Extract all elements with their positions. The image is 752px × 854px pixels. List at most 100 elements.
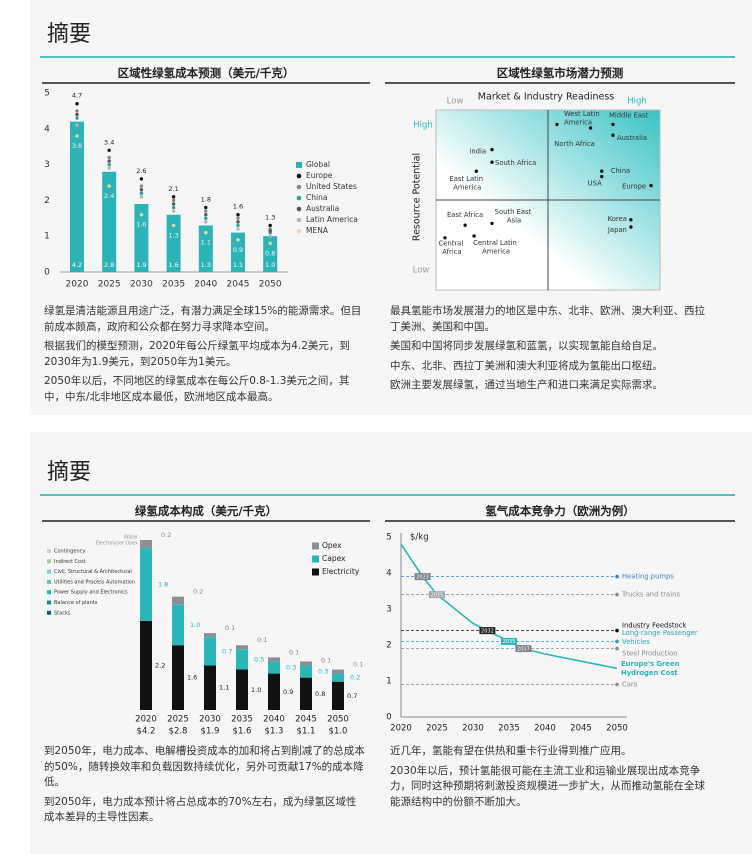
bar-label: 1.3	[201, 261, 211, 269]
dot	[268, 229, 272, 233]
legend-label: Latin America	[306, 215, 358, 224]
point-label: Central Latin America	[473, 239, 519, 256]
segment-label: 1.6	[187, 674, 197, 682]
x-tick-label: 2045	[295, 715, 317, 725]
component-swatch	[47, 549, 51, 553]
rule	[40, 494, 735, 496]
component-swatch	[47, 600, 51, 605]
section-title: 摘要	[47, 460, 92, 485]
paragraph: 到2050年，电力成本、电解槽投资成本的加和将占到削减了的总成本的50%，随转换…	[44, 745, 365, 788]
bar-segment	[268, 673, 280, 710]
threshold-label: Industry Feedstock	[622, 622, 686, 630]
dot-label: 1.6	[136, 221, 146, 229]
dot	[236, 216, 240, 220]
y-tick-label: 0	[44, 268, 50, 278]
bar-label: 1.1	[233, 261, 243, 269]
bar-segment	[140, 620, 152, 710]
bar-segment	[204, 665, 216, 710]
dot-label: 1.1	[201, 239, 211, 247]
total-label: $4.2	[137, 727, 156, 737]
paragraph: 2030年以后，预计氢能很可能在主流工业和运输业展现出成本竞争力，同时这种预期将…	[390, 764, 705, 808]
total-label: $1.0	[329, 727, 348, 737]
axis-title: Resource Potential	[412, 153, 423, 241]
legend-label: United States	[306, 182, 357, 191]
dot	[107, 155, 111, 160]
point	[588, 126, 593, 130]
y-tick-label: 2	[386, 641, 391, 651]
dot-label: 1.3	[265, 213, 275, 221]
bar-segment	[236, 669, 248, 710]
y-tick-label: 3	[386, 605, 391, 615]
y-tick-label: 1	[44, 232, 50, 242]
chart-title: 绿氢成本构成（美元/千克）	[134, 504, 278, 518]
component-swatch	[47, 590, 51, 595]
point	[490, 221, 494, 226]
point	[600, 174, 604, 179]
x-tick-label: 2025	[98, 280, 121, 290]
y-tick-label: 4	[44, 124, 50, 134]
component-label: Stacks	[54, 610, 71, 616]
threshold-dot	[615, 574, 619, 579]
y-tick-label: 5	[386, 533, 391, 543]
segment-label: 0.7	[222, 647, 232, 655]
component-label: Contingency	[54, 549, 85, 555]
x-tick-label: 2040	[534, 724, 556, 734]
point	[490, 160, 494, 164]
paragraph: 绿氢是清洁能源且用途广泛，有潜力满足全球15%的能源需求。但目前成本颇高，政府和…	[44, 305, 362, 333]
legend-label: Opex	[322, 541, 342, 550]
threshold-label: Long-range Passenger Vehicles	[622, 629, 700, 646]
bar-segment	[204, 633, 216, 638]
dot	[171, 209, 176, 213]
threshold-label: Trucks and trains	[621, 591, 680, 599]
point-label: Korea	[608, 215, 627, 223]
component-swatch	[47, 559, 51, 564]
legend-swatch	[296, 184, 302, 190]
dot	[139, 177, 144, 181]
legend-label: China	[306, 193, 327, 202]
chart-title: 区域性绿氢成本预测（美元/千克）	[117, 66, 295, 80]
bar-segment	[140, 548, 152, 621]
bar	[263, 236, 278, 272]
crossing-label: 2025	[431, 592, 444, 598]
bar-segment	[236, 649, 248, 670]
dot-label: 1.3	[168, 231, 178, 239]
legend-swatch	[296, 206, 302, 212]
threshold-dot	[615, 628, 619, 633]
bar-label: 2.8	[104, 261, 114, 269]
bar-segment	[172, 604, 184, 646]
underline	[385, 520, 735, 522]
total-label: $1.9	[201, 727, 220, 737]
crossing-label: 2035	[503, 639, 516, 645]
dot-label: 1.6	[233, 203, 243, 211]
underline	[42, 82, 370, 84]
segment-label: 1.8	[158, 581, 168, 589]
dot-label: 1.8	[201, 196, 211, 204]
x-tick-label: 2035	[498, 724, 520, 734]
legend-swatch	[296, 217, 302, 223]
segment-label: 1.0	[251, 686, 261, 694]
threshold-label: Cars	[622, 681, 638, 689]
threshold-label: Heating pumps	[622, 573, 674, 581]
x-tick-label: 2040	[263, 715, 285, 725]
point	[611, 133, 615, 137]
opex-part-label: Water	[124, 535, 138, 541]
opex-part-label: Electrolyser Opex	[96, 541, 138, 547]
segment-label: 1.1	[219, 684, 229, 692]
bar-segment	[268, 657, 280, 662]
chart-title: 氢气成本竞争力（欧洲为例）	[485, 504, 635, 518]
threshold-label: Steel Production	[622, 650, 678, 658]
dot	[75, 109, 79, 113]
segment-label: 2.2	[155, 661, 165, 669]
crossing-marker	[515, 645, 532, 653]
component-swatch	[47, 579, 51, 584]
dot	[236, 213, 240, 217]
point-label: South Africa	[495, 159, 536, 167]
legend-label: Global	[306, 160, 330, 169]
x-tick-label: 2030	[130, 280, 153, 290]
point	[555, 122, 559, 127]
bar-label: 1.6	[168, 261, 178, 269]
paragraph: 美国和中国将同步发展绿氢和蓝氢，以实现氢能自给自足。	[390, 340, 663, 352]
x-tick-label: 2030	[462, 724, 484, 734]
x-tick-label: 2050	[327, 715, 349, 725]
